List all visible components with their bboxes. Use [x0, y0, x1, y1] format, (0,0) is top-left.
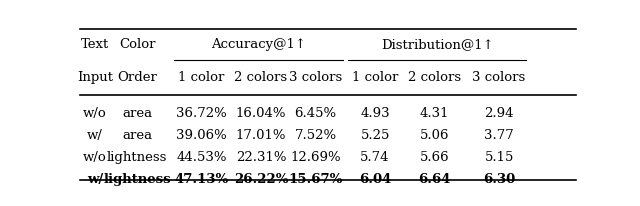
Text: 39.06%: 39.06% [176, 129, 227, 142]
Text: 3 colors: 3 colors [472, 71, 525, 84]
Text: Color: Color [119, 38, 156, 51]
Text: 17.01%: 17.01% [236, 129, 286, 142]
Text: w/: w/ [87, 129, 103, 142]
Text: lightness: lightness [107, 151, 167, 164]
Text: 5.06: 5.06 [420, 129, 449, 142]
Text: 2.94: 2.94 [484, 107, 514, 120]
Text: 5.15: 5.15 [484, 151, 514, 164]
Text: Input: Input [77, 71, 113, 84]
Text: 16.04%: 16.04% [236, 107, 286, 120]
Text: 4.93: 4.93 [360, 107, 390, 120]
Text: 3 colors: 3 colors [289, 71, 342, 84]
Text: area: area [122, 107, 152, 120]
Text: 15.67%: 15.67% [289, 173, 343, 186]
Text: 2 colors: 2 colors [234, 71, 287, 84]
Text: 1 color: 1 color [352, 71, 398, 84]
Text: 3.77: 3.77 [484, 129, 514, 142]
Text: 36.72%: 36.72% [176, 107, 227, 120]
Text: 26.22%: 26.22% [234, 173, 288, 186]
Text: 6.45%: 6.45% [294, 107, 337, 120]
Text: 47.13%: 47.13% [174, 173, 228, 186]
Text: 5.25: 5.25 [360, 129, 390, 142]
Text: 5.66: 5.66 [420, 151, 449, 164]
Text: 12.69%: 12.69% [291, 151, 341, 164]
Text: w/o: w/o [83, 151, 107, 164]
Text: 5.74: 5.74 [360, 151, 390, 164]
Text: 2 colors: 2 colors [408, 71, 461, 84]
Text: 22.31%: 22.31% [236, 151, 286, 164]
Text: 1 color: 1 color [179, 71, 225, 84]
Text: w/: w/ [87, 173, 103, 186]
Text: lightness: lightness [103, 173, 171, 186]
Text: w/o: w/o [83, 107, 107, 120]
Text: Distribution@1↑: Distribution@1↑ [381, 38, 493, 51]
Text: 44.53%: 44.53% [176, 151, 227, 164]
Text: Text: Text [81, 38, 109, 51]
Text: 6.04: 6.04 [359, 173, 391, 186]
Text: 6.30: 6.30 [483, 173, 515, 186]
Text: 4.31: 4.31 [420, 107, 449, 120]
Text: 6.64: 6.64 [419, 173, 451, 186]
Text: Order: Order [117, 71, 157, 84]
Text: area: area [122, 129, 152, 142]
Text: 7.52%: 7.52% [294, 129, 337, 142]
Text: Accuracy@1↑: Accuracy@1↑ [211, 38, 306, 51]
